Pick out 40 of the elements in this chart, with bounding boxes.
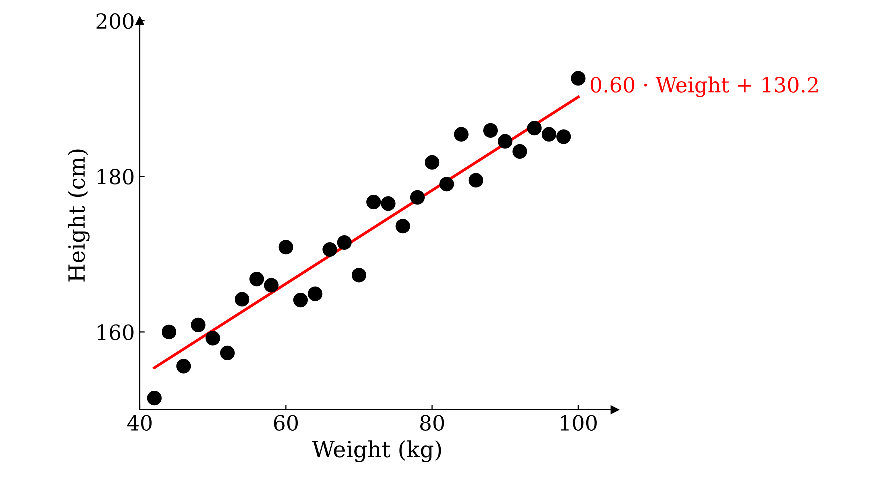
point <box>308 286 323 302</box>
point <box>454 127 469 142</box>
point <box>425 155 440 170</box>
point <box>220 346 235 360</box>
x-axis-title: Weight (kg) <box>312 440 442 462</box>
point <box>162 324 177 340</box>
point <box>147 391 162 406</box>
point <box>206 331 220 346</box>
point <box>352 268 367 283</box>
point <box>542 127 557 142</box>
point <box>191 318 206 332</box>
point <box>468 173 484 188</box>
point <box>176 359 192 374</box>
point <box>366 194 382 210</box>
point <box>381 196 396 212</box>
point <box>264 278 279 293</box>
point <box>498 134 513 149</box>
point <box>235 292 250 307</box>
y-axis-title: Height (cm) <box>68 150 90 282</box>
point <box>410 190 425 205</box>
y-tick-label: 200 <box>96 13 134 30</box>
x-tick-label: 40 <box>127 415 152 431</box>
x-tick-label: 100 <box>561 415 597 431</box>
y-tick-label: 180 <box>98 169 134 185</box>
x-tick-label: 60 <box>274 415 298 431</box>
x-tick-label: 80 <box>420 415 444 431</box>
point <box>556 130 572 144</box>
point <box>512 144 528 159</box>
point <box>440 177 454 192</box>
point <box>293 293 308 308</box>
point <box>337 235 352 250</box>
point <box>322 242 338 258</box>
point <box>396 219 410 234</box>
y-tick-label: 160 <box>98 324 134 340</box>
point <box>527 121 542 136</box>
point <box>278 240 294 255</box>
series-label: 0.60 · Weight + 130.2 <box>590 76 818 98</box>
point <box>483 123 498 138</box>
point <box>571 71 586 86</box>
point <box>250 272 264 287</box>
